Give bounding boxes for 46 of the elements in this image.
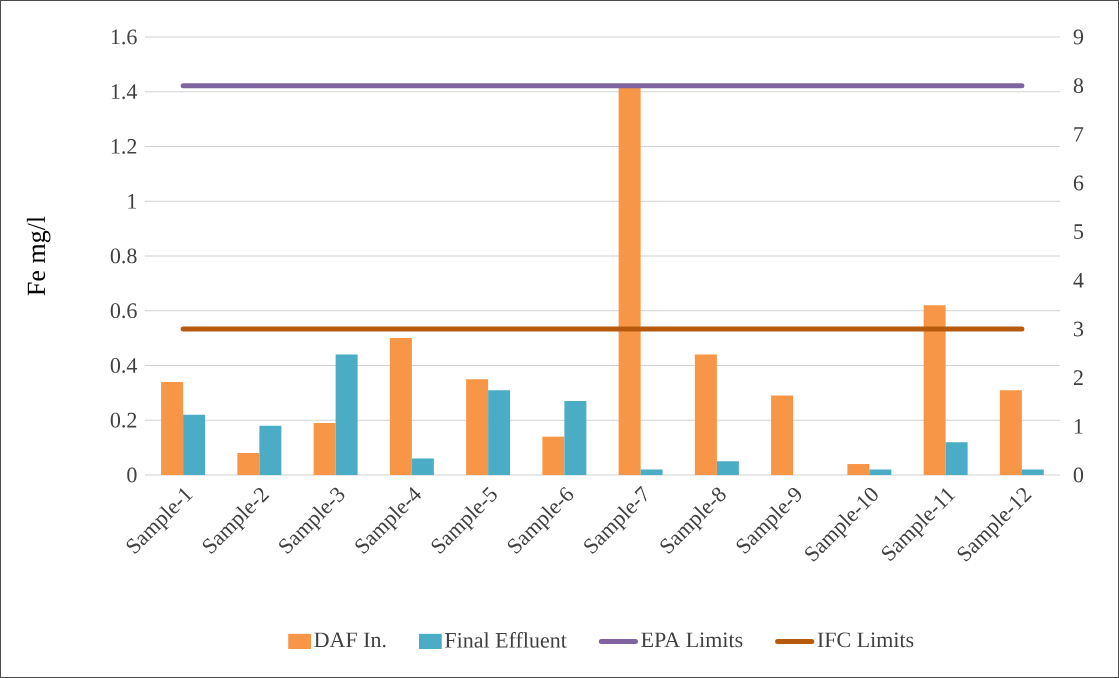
y2-tick-label: 3 [1073, 321, 1084, 337]
bar [488, 390, 511, 475]
bar [161, 381, 184, 475]
y2-tick-label: 4 [1073, 273, 1084, 288]
bar [640, 469, 663, 475]
y-tick-label: 0.6 [110, 303, 137, 319]
bar [183, 414, 206, 475]
bar [542, 436, 565, 475]
bar [411, 458, 434, 475]
bar [618, 86, 641, 475]
y-axis-title: Fe mg/l [26, 216, 51, 296]
bar [869, 469, 892, 475]
y2-tick-label: 0 [1073, 467, 1084, 483]
legend-label: IFC Limits [817, 632, 914, 648]
bar [847, 464, 870, 475]
legend-label: Final Effluent [445, 632, 567, 648]
bar [389, 338, 412, 475]
bar [237, 453, 260, 475]
y2-tick-label: 7 [1074, 127, 1084, 142]
y-tick-label: 0.4 [110, 358, 138, 373]
legend-label: DAF In. [314, 632, 386, 648]
y2-tick-label: 5 [1074, 224, 1084, 239]
bar [335, 354, 358, 475]
bar [771, 395, 794, 475]
bar [716, 461, 739, 475]
bar [466, 379, 489, 475]
y-tick-label: 0.2 [110, 412, 137, 428]
y2-tick-label: 6 [1073, 175, 1084, 191]
bar [945, 442, 968, 475]
y-tick-label: 0 [127, 467, 137, 483]
bar [259, 425, 282, 475]
bar [999, 390, 1022, 475]
legend-label: EPA Limits [641, 632, 743, 648]
bar [313, 422, 336, 475]
bar [923, 305, 946, 475]
y-tick-label: 1 [128, 193, 137, 209]
y2-tick-label: 8 [1073, 78, 1084, 94]
y-tick-label: 1.6 [111, 29, 137, 45]
y-tick-label: 1.2 [111, 139, 137, 154]
bar [694, 354, 717, 475]
y2-tick-label: 1 [1074, 419, 1083, 434]
y2-tick-label: 2 [1073, 370, 1083, 385]
y-tick-label: 1.4 [111, 84, 138, 100]
bar [564, 401, 587, 475]
y2-tick-label: 9 [1073, 29, 1084, 45]
y-tick-label: 0.8 [110, 248, 137, 264]
